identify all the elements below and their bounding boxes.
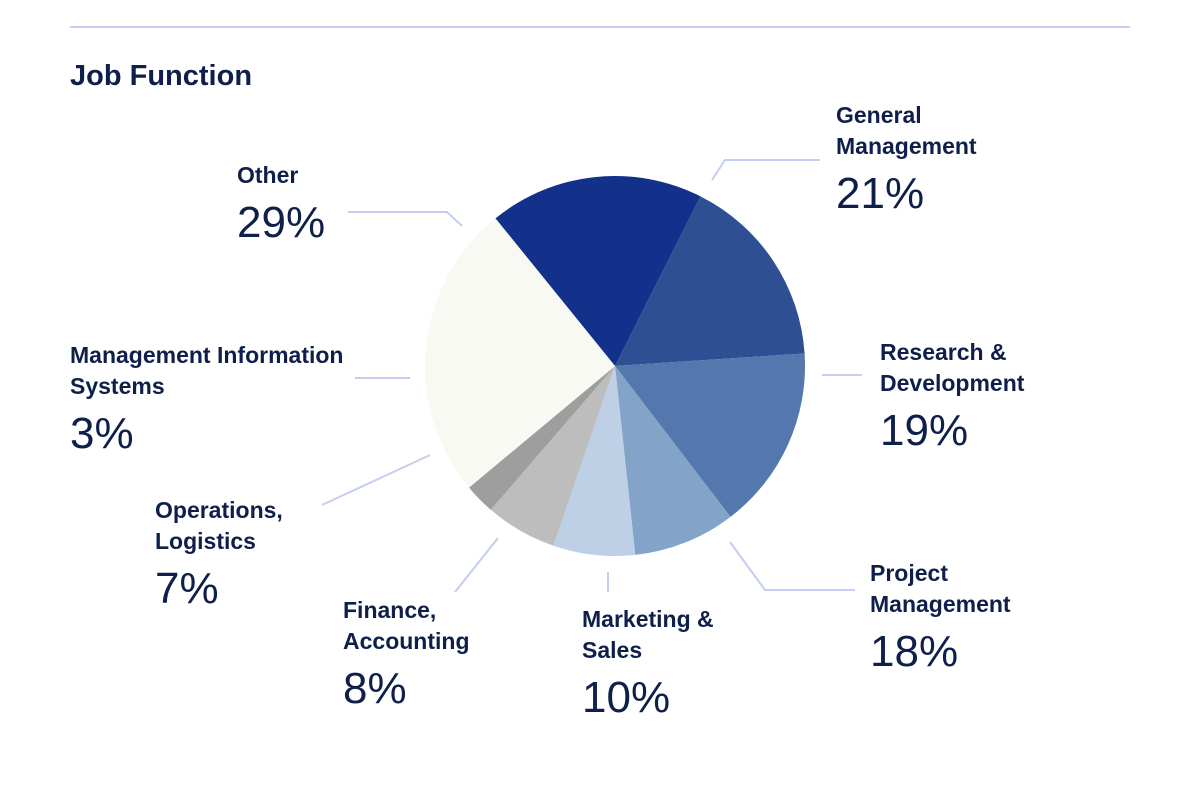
leader-line <box>454 537 499 593</box>
pie-slice <box>490 366 615 546</box>
chart-title: Job Function <box>70 60 253 92</box>
value-label: 3% <box>70 409 134 458</box>
category-label: Operations, Logistics <box>155 497 283 554</box>
value-label: 19% <box>880 406 969 455</box>
slice-label: Marketing & Sales 10% <box>582 604 732 724</box>
pie-slice <box>553 366 636 556</box>
pie-slice <box>495 176 701 366</box>
category-label: Research & Development <box>880 339 1025 396</box>
slice-label: General Management 21% <box>836 100 1036 220</box>
value-label: 29% <box>237 198 326 247</box>
category-label: Management Information Systems <box>70 342 344 399</box>
slice-label: Finance, Accounting 8% <box>343 595 513 715</box>
leader-line <box>711 159 820 181</box>
value-label: 18% <box>870 627 959 676</box>
value-label: 7% <box>155 564 219 613</box>
category-label: Finance, Accounting <box>343 597 470 654</box>
category-label: Marketing & Sales <box>582 606 714 663</box>
leader-line <box>729 541 855 591</box>
pie <box>425 176 805 556</box>
slice-label: Management Information Systems 3% <box>70 340 360 460</box>
pie-slice <box>615 353 805 517</box>
leader-line <box>321 454 431 506</box>
slice-label: Project Management 18% <box>870 558 1070 678</box>
pie-slice <box>468 366 615 510</box>
category-label: Other <box>237 162 299 188</box>
category-label: General Management <box>836 102 977 159</box>
value-label: 8% <box>343 664 407 713</box>
category-label: Project Management <box>870 560 1011 617</box>
slice-label: Research & Development 19% <box>880 337 1080 457</box>
value-label: 21% <box>836 169 925 218</box>
pie-slice <box>615 196 805 366</box>
leader-line <box>348 211 463 227</box>
pie-slice <box>425 218 615 488</box>
pie-slice <box>615 366 731 555</box>
slice-label: Operations, Logistics 7% <box>155 495 325 615</box>
value-label: 10% <box>582 673 671 722</box>
slice-label: Other 29% <box>237 160 387 249</box>
